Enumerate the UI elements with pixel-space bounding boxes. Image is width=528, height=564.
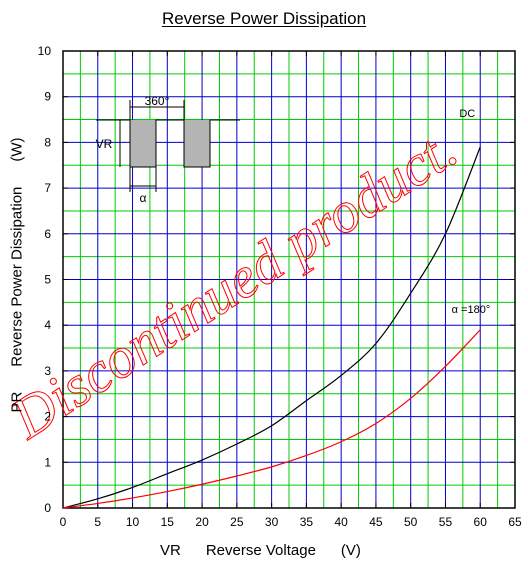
chart-title: Reverse Power Dissipation — [161, 9, 367, 28]
series-line-0 — [62, 146, 481, 509]
x-tick-label: 25 — [230, 515, 244, 529]
y-tick-label: 8 — [44, 135, 51, 149]
series-label-0: DC — [459, 108, 475, 120]
conduction-block — [184, 120, 210, 167]
x-axis-label: VR Reverse Voltage (V) — [160, 542, 361, 559]
y-tick-label: 6 — [44, 227, 51, 241]
y-tick-label: 4 — [44, 318, 51, 332]
y-tick-label: 2 — [44, 410, 51, 424]
period-label: 360° — [145, 94, 170, 108]
x-tick-label: 10 — [126, 515, 140, 529]
y-tick-label: 5 — [44, 273, 51, 287]
y-tick-label: 0 — [44, 501, 51, 515]
x-tick-label: 45 — [369, 515, 383, 529]
x-tick-label: 0 — [60, 515, 67, 529]
y-tick-label: 3 — [44, 364, 51, 378]
series-layer: DC α =180° — [62, 108, 491, 509]
x-tick-label: 55 — [439, 515, 453, 529]
y-tick-label: 10 — [38, 44, 52, 58]
y-axis-label: PR Reverse Power Dissipation (W) — [8, 137, 26, 413]
x-tick-label: 35 — [300, 515, 314, 529]
waveform — [96, 119, 240, 168]
voltage-label: VR — [96, 137, 113, 151]
y-tick-label: 7 — [44, 181, 51, 195]
x-tick-label: 20 — [195, 515, 209, 529]
x-tick-label: 5 — [94, 515, 101, 529]
angle-label: α — [140, 191, 147, 205]
series-label-1: α =180° — [452, 304, 491, 316]
x-tick-label: 60 — [474, 515, 488, 529]
grid — [62, 50, 516, 509]
x-tick-label: 15 — [161, 515, 175, 529]
x-tick-label: 40 — [334, 515, 348, 529]
x-tick-label: 30 — [265, 515, 279, 529]
series-line-1 — [62, 329, 481, 509]
x-tick-label: 50 — [404, 515, 418, 529]
y-tick-label: 1 — [44, 455, 51, 469]
conduction-block — [130, 120, 156, 167]
waveform-inset: 360° VR α — [96, 94, 240, 205]
x-tick-label: 65 — [508, 515, 522, 529]
y-tick-label: 9 — [44, 90, 51, 104]
